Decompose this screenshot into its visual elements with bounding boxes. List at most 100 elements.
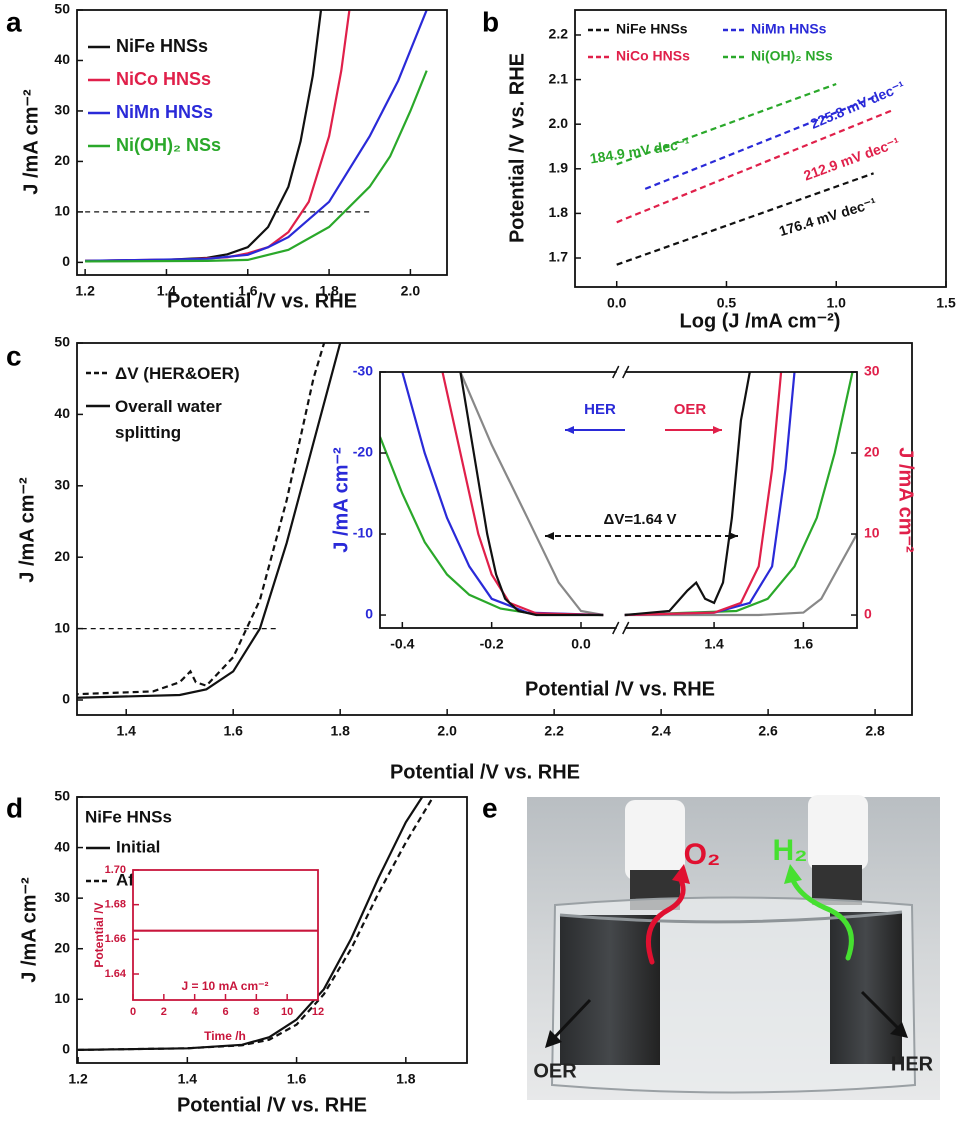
legend-label: NiMn HNSs	[751, 21, 827, 37]
x-tick-label: 1.4	[178, 1071, 198, 1087]
x-tick-label: 2	[161, 1006, 167, 1018]
axis-break-gap	[616, 369, 625, 375]
arrow-head	[784, 864, 802, 884]
legend-label: Initial	[116, 837, 160, 856]
x-axis-label: Potential /V vs. RHE	[177, 1094, 367, 1116]
x-tick-label: 1.8	[396, 1071, 416, 1087]
y-tick-label: 0	[62, 253, 70, 269]
electrode-clip	[625, 800, 685, 880]
arrow-head	[713, 426, 722, 434]
x-tick-label: 2.0	[437, 723, 457, 739]
series-line	[624, 533, 857, 617]
y-tick-label: 30	[864, 363, 880, 379]
x-tick-label: 2.2	[544, 723, 564, 739]
y-tick-label: 2.1	[549, 70, 569, 86]
annotation: OER	[674, 401, 707, 418]
y-tick-label: 30	[54, 889, 70, 905]
y-tick-label: 40	[54, 51, 70, 67]
annotation: ΔV=1.64 V	[604, 511, 677, 528]
x-tick-label: 1.8	[330, 723, 350, 739]
series-line	[459, 372, 604, 617]
x-tick-label: 1.6	[794, 636, 814, 652]
series-line	[459, 372, 604, 617]
y-axis-label: J /mA cm⁻²	[18, 877, 40, 983]
y-tick-label: 1.9	[549, 159, 569, 175]
electrode	[560, 915, 660, 1065]
panel-label: d	[6, 792, 23, 823]
x-axis-label: Potential /V vs. RHE	[390, 761, 580, 783]
x-tick-label: 1.6	[223, 723, 243, 739]
y-axis-label: J /mA cm⁻²	[20, 89, 42, 195]
y-axis-label: Potential /V vs. RHE	[506, 53, 528, 243]
series-line	[624, 372, 751, 617]
series-line	[616, 82, 837, 166]
y-tick-label: 1.66	[105, 933, 126, 945]
x-axis-label: Potential /V vs. RHE	[525, 678, 715, 700]
y-tick-label: 10	[54, 990, 70, 1006]
series-line	[85, 70, 428, 263]
y-tick-label: 1.68	[105, 899, 126, 911]
series-line	[441, 372, 604, 617]
chart: 0 2 4 6 8 10 12 1.64 1.66 1.68 1.70 Time /h Potentia…	[92, 864, 324, 1043]
x-tick-label: 0	[130, 1006, 136, 1018]
y-tick-label: 2.2	[549, 26, 569, 42]
x-tick-label: 10	[281, 1006, 293, 1018]
panel-label: b	[482, 6, 499, 37]
series-line	[644, 96, 875, 190]
legend-label: NiFe HNSs	[116, 36, 208, 56]
x-tick-label: 1.5	[936, 295, 956, 311]
y-tick-label: 1.70	[105, 864, 126, 876]
series-line	[77, 343, 326, 696]
gas-arrow	[789, 875, 854, 961]
x-tick-label: 0.0	[607, 295, 627, 311]
y-tick-label: 20	[54, 548, 70, 564]
panel-label: a	[6, 6, 22, 37]
annotation: HER	[584, 401, 616, 418]
electrode-clip	[808, 795, 868, 870]
legend-label-box: ΔV (HER&OER)	[115, 364, 240, 383]
plot	[616, 82, 892, 266]
y-axis-label: J /mA cm⁻²	[16, 477, 38, 583]
x-tick-label: 1.6	[287, 1071, 307, 1087]
legend-label: NiCo HNSs	[116, 69, 211, 89]
y-tick-label: 1.7	[549, 249, 569, 265]
photo: O₂ H₂ OER HER	[527, 795, 940, 1100]
x-tick-label: 4	[192, 1006, 199, 1018]
series-line	[78, 797, 424, 1051]
x-tick-label: 0.5	[717, 295, 737, 311]
x-tick-label: 12	[312, 1006, 324, 1018]
arrow-head	[890, 1022, 908, 1038]
x-tick-label: 1.4	[157, 283, 177, 299]
y-tick-label: 1.64	[105, 968, 127, 980]
x-axis-label: Time /h	[204, 1029, 246, 1043]
plot-frame	[574, 9, 947, 288]
gas-label: H₂	[773, 834, 808, 867]
legend-title: NiFe HNSs	[85, 807, 172, 826]
y-tick-label: -10	[353, 525, 373, 541]
series-line	[78, 797, 435, 1051]
y-tick-label: 20	[54, 939, 70, 955]
y-tick-label: 10	[54, 203, 70, 219]
x-tick-label: 8	[253, 1006, 259, 1018]
plot-area	[575, 10, 946, 287]
plot-frame	[76, 796, 468, 1064]
y-tick-label: 50	[54, 788, 70, 804]
legend-label: ΔV (HER&OER)	[115, 364, 240, 383]
plot-area	[133, 870, 318, 1000]
y-tick-label: 40	[54, 405, 70, 421]
plot	[85, 10, 428, 263]
series-line	[616, 172, 874, 266]
arrow-head	[565, 426, 574, 434]
x-tick-label: 1.2	[68, 1071, 88, 1087]
plot	[78, 797, 435, 1051]
y-tick-label: -20	[353, 444, 373, 460]
arrow-head	[729, 532, 738, 540]
gas-arrow	[645, 875, 686, 965]
x-tick-label: 1.4	[116, 723, 136, 739]
gas-label: O₂	[684, 838, 721, 871]
x-tick-label: 0.0	[571, 636, 591, 652]
y-tick-label: 1.8	[549, 204, 569, 220]
y-tick-label: 0	[62, 691, 70, 707]
legend-label: Ni(OH)₂ NSs	[116, 135, 221, 155]
y-tick-label: 10	[54, 619, 70, 635]
